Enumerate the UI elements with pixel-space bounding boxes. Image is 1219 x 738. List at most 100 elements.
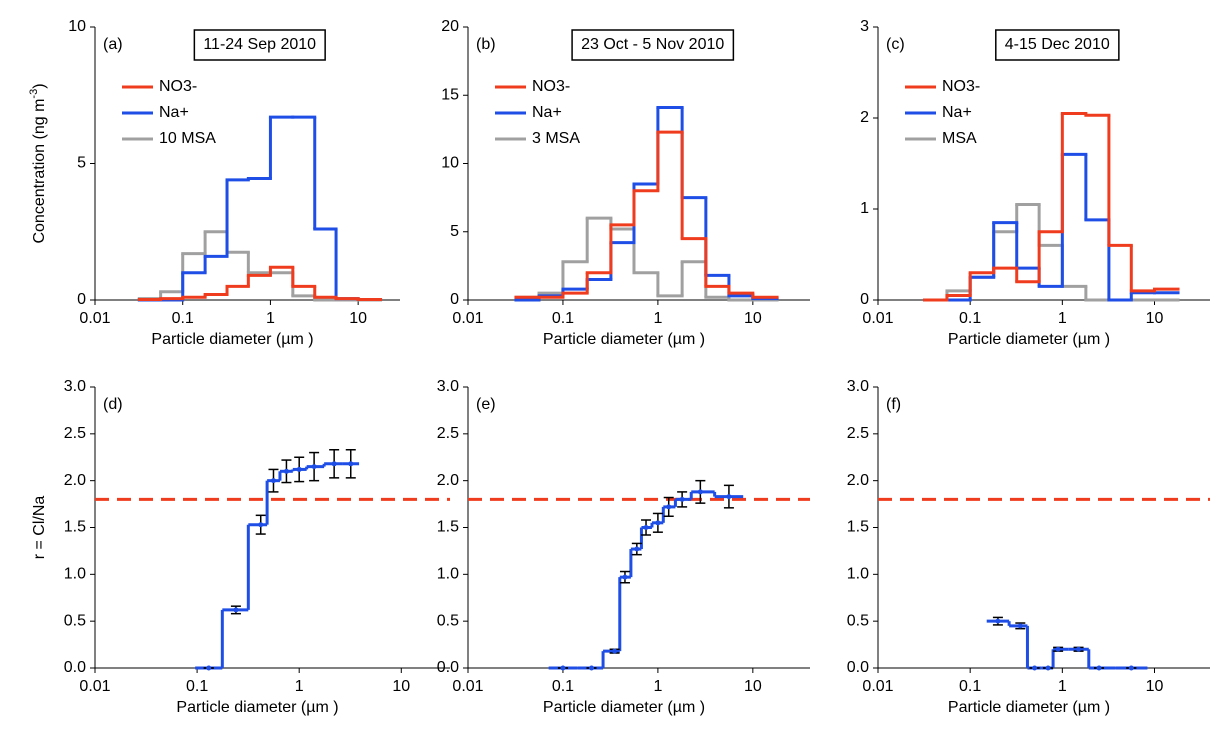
y-tick-label: 0.5: [64, 612, 86, 629]
x-tick-label: 0.01: [862, 310, 893, 327]
y-tick-label: 0.0: [847, 659, 869, 676]
data-point: [1017, 623, 1023, 629]
x-tick-label: 10: [1146, 678, 1164, 695]
x-axis-label: Particle diameter (µm ): [151, 331, 313, 348]
y-tick-label: 3.0: [64, 378, 86, 395]
data-point: [726, 494, 732, 500]
data-point: [1032, 665, 1038, 671]
y-tick-label: 20: [441, 18, 459, 35]
y-tick-label: 1.5: [847, 519, 869, 536]
y-tick-label: 3.0: [847, 378, 869, 395]
panel-title: 11-24 Sep 2010: [203, 36, 316, 53]
data-point: [258, 522, 264, 528]
x-tick-label: 0.1: [959, 310, 981, 327]
y-axis-label-text: Concentration (ng m: [31, 99, 48, 244]
x-tick-label: 1: [295, 678, 304, 695]
y-axis-label: r = Cl/Na: [31, 496, 48, 560]
data-point: [270, 478, 276, 484]
panel: 0 5 10 0.01 0.1 1 10 Particle diameter (µm ) Con…: [28, 18, 400, 348]
x-tick-label: 1: [653, 678, 662, 695]
data-point: [1055, 646, 1061, 652]
title-box: [571, 29, 735, 61]
x-axis-label: Particle diameter (µm ): [176, 699, 338, 716]
y-axis-label-end: ): [31, 83, 48, 88]
x-tick-label: 0.1: [186, 678, 208, 695]
x-tick-label: 0.01: [862, 678, 893, 695]
legend-label: 3 MSA: [532, 130, 580, 147]
y-tick-label: 2: [860, 109, 869, 126]
panel-label: (a): [103, 36, 123, 53]
panel: 0 1 2 3 0.01 0.1 1 10 Particle diameter (µm ) (c)…: [860, 18, 1210, 348]
panel-label: (e): [476, 396, 496, 413]
data-point: [697, 489, 703, 495]
panel-label: (f): [886, 396, 901, 413]
x-tick-label: 10: [1146, 310, 1164, 327]
x-tick-label: 0.01: [452, 310, 483, 327]
data-point: [1076, 646, 1082, 652]
x-tick-label: 0.1: [172, 310, 194, 327]
data-point: [612, 648, 618, 654]
y-tick-label: 1.0: [847, 566, 869, 583]
y-tick-label: 0: [450, 291, 459, 308]
y-axis-label-sup: -3: [28, 89, 40, 99]
y-tick-label: 0.5: [847, 612, 869, 629]
y-tick-label: 3: [860, 18, 869, 35]
y-tick-label: 15: [441, 86, 459, 103]
legend-label: NO3-: [532, 78, 570, 95]
y-tick-label: 0.0: [437, 659, 459, 676]
data-point: [1096, 665, 1102, 671]
y-tick-label: 0.5: [437, 612, 459, 629]
data-point: [666, 504, 672, 510]
legend-label: NO3-: [159, 78, 197, 95]
legend-label: Na+: [532, 104, 562, 121]
x-tick-label: 0.01: [452, 678, 483, 695]
x-tick-label: 10: [744, 678, 762, 695]
x-tick-label: 1: [653, 310, 662, 327]
legend-label: Na+: [159, 104, 189, 121]
legend-label: 10 MSA: [159, 130, 216, 147]
x-tick-label: 0.1: [959, 678, 981, 695]
legend-label: NO3-: [942, 78, 980, 95]
y-tick-label: 2.5: [64, 425, 86, 442]
data-point: [655, 520, 661, 526]
panel-title: 4-15 Dec 2010: [1005, 36, 1110, 53]
x-tick-label: 10: [349, 310, 367, 327]
x-axis-label: Particle diameter (µm ): [948, 331, 1110, 348]
x-tick-label: 1: [1058, 678, 1067, 695]
data-point: [331, 461, 337, 467]
x-tick-label: 1: [1058, 310, 1067, 327]
data-point: [233, 607, 239, 613]
title-box: [995, 29, 1120, 61]
y-axis-label-text: r = Cl/Na: [31, 496, 48, 560]
y-tick-label: 10: [68, 18, 86, 35]
y-tick-label: 5: [450, 223, 459, 240]
y-tick-label: 1.0: [437, 566, 459, 583]
data-point: [1128, 665, 1134, 671]
title-box: [193, 29, 326, 61]
y-axis-label: Concentration (ng m-3): [28, 83, 48, 243]
y-tick-label: 2.0: [64, 472, 86, 489]
data-point: [995, 618, 1001, 624]
x-tick-label: 1: [266, 310, 275, 327]
y-tick-label: 2.5: [847, 425, 869, 442]
y-tick-label: 5: [77, 155, 86, 172]
y-tick-label: 1.5: [437, 519, 459, 536]
y-tick-label: 10: [441, 155, 459, 172]
y-tick-label: 2.0: [437, 472, 459, 489]
panel-label: (d): [103, 396, 123, 413]
x-tick-label: 10: [392, 678, 410, 695]
data-point: [589, 665, 595, 671]
x-axis-label: Particle diameter (µm ): [543, 699, 705, 716]
panel: 0 5 10 15 20 0.01 0.1 1 10 Particle diameter (µm …: [441, 18, 810, 348]
x-tick-label: 0.01: [79, 678, 110, 695]
legend-label: Na+: [942, 104, 972, 121]
data-point: [1045, 665, 1051, 671]
x-axis-label: Particle diameter (µm ): [543, 331, 705, 348]
y-tick-label: 1.5: [64, 519, 86, 536]
data-point: [296, 466, 302, 472]
panel-title: 23 Oct - 5 Nov 2010: [581, 36, 724, 53]
x-axis-label: Particle diameter (µm ): [948, 699, 1110, 716]
data-point: [622, 574, 628, 580]
data-point: [206, 665, 212, 671]
